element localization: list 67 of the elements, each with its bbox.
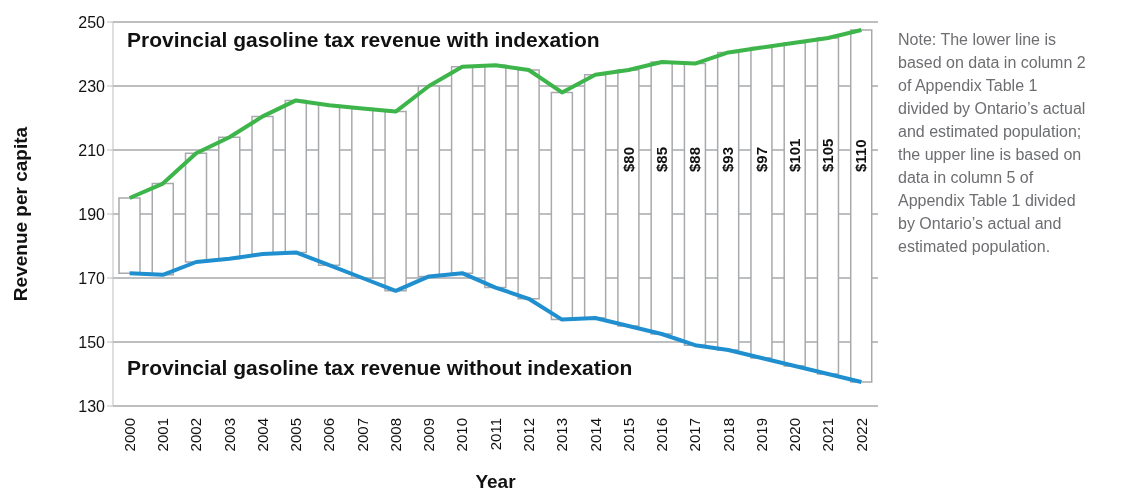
- x-tick-label: 2002: [187, 418, 205, 452]
- x-tick-label: 2003: [220, 418, 238, 452]
- data-label: $110: [852, 139, 870, 172]
- bar: [484, 64, 507, 289]
- text: Note: The lower line is based on data in column 2 of Appendix Table 1 divided by Ontario’s actual and estimated population; the upper line is based on data in column 5 of Appendix Table 1 divided by Ontario’s actual and estimated population.: [898, 31, 1086, 255]
- bar: [284, 99, 308, 254]
- bar: [450, 66, 474, 274]
- x-axis-title: Year: [475, 471, 517, 492]
- bar: [716, 51, 740, 351]
- x-tick-label: 2017: [686, 418, 704, 452]
- bar: [218, 136, 241, 260]
- x-tick-label: 2010: [453, 418, 471, 452]
- bar: [351, 107, 374, 279]
- line-series: [127, 250, 864, 384]
- data-label: $88: [686, 146, 704, 172]
- bar: [783, 42, 806, 367]
- bar: [151, 182, 174, 276]
- bar: [583, 74, 607, 319]
- x-tick-label: 2006: [320, 418, 338, 452]
- data-label: $93: [719, 146, 737, 172]
- bar: [384, 110, 407, 292]
- y-tick-label: 130: [78, 397, 106, 415]
- bar: [251, 115, 274, 255]
- x-tick-label: 2005: [287, 418, 305, 452]
- y-tick-label: 210: [78, 141, 106, 159]
- x-tick-label: 2015: [619, 418, 637, 452]
- y-tick-label: 190: [78, 205, 106, 223]
- x-tick-label: 2000: [120, 418, 138, 452]
- x-tick-label: 2004: [253, 418, 271, 452]
- x-tick-label: 2007: [353, 418, 371, 452]
- x-tick-label: 2009: [420, 418, 438, 452]
- bar: [650, 61, 673, 335]
- y-tick-label: 170: [78, 269, 106, 287]
- bar: [750, 46, 773, 359]
- x-tick-label: 2014: [586, 418, 604, 452]
- bar: [550, 91, 574, 321]
- x-tick-label: 2020: [786, 418, 804, 452]
- x-tick-label: 2012: [520, 418, 538, 452]
- x-tick-label: 2021: [819, 418, 837, 452]
- x-tick-label: 2018: [719, 418, 737, 452]
- bar: [617, 69, 640, 327]
- series-label: Provincial gasoline tax revenue without indexation: [123, 356, 637, 380]
- bar: [517, 69, 540, 300]
- bar: [816, 37, 840, 375]
- data-label: $97: [752, 146, 770, 172]
- data-label: $101: [785, 138, 803, 172]
- data-label: $105: [819, 138, 837, 172]
- bar: [683, 62, 707, 346]
- x-tick-label: 2011: [486, 418, 504, 451]
- data-label: $80: [619, 146, 637, 172]
- bar: [849, 29, 873, 383]
- x-tick-label: 2019: [752, 418, 770, 452]
- series-label: Provincial gasoline tax revenue with indexation: [123, 28, 604, 52]
- y-tick-label: 150: [78, 333, 106, 351]
- x-tick-label: 2001: [154, 418, 172, 452]
- x-tick-label: 2008: [386, 418, 404, 452]
- bar: [118, 197, 141, 274]
- data-label: $85: [652, 146, 670, 172]
- y-tick-label: 250: [78, 13, 106, 31]
- x-tick-label: 2013: [553, 418, 571, 452]
- x-tick-label: 2022: [852, 418, 870, 452]
- bar: [317, 104, 341, 266]
- x-tick-label: 2016: [653, 418, 671, 452]
- bar: [184, 152, 208, 263]
- bar: [417, 85, 441, 278]
- y-tick-label: 230: [78, 77, 106, 95]
- y-axis-title: Revenue per capita: [9, 126, 31, 302]
